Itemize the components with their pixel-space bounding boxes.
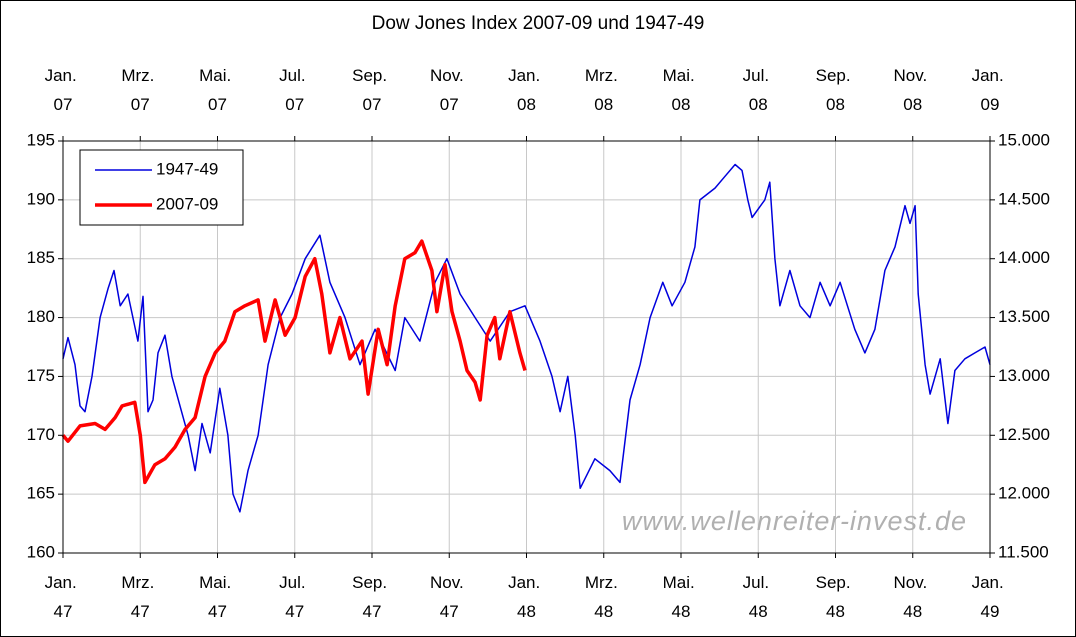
- x-tick-label: Jul. 47: [279, 573, 310, 621]
- x-tick-label: Jul. 48: [743, 573, 774, 621]
- x2-tick-label: Mrz. 08: [585, 66, 623, 114]
- y2-tick-label: 12.500: [998, 425, 1050, 444]
- x-tick-label: Mrz. 47: [121, 573, 159, 621]
- x2-tick-label: Jan. 08: [508, 66, 545, 114]
- y-tick-label: 165: [27, 484, 55, 503]
- watermark: www.wellenreiter-invest.de: [622, 506, 967, 536]
- x-tick-label: Sep. 48: [816, 573, 856, 621]
- x-tick-label: Sep. 47: [352, 573, 392, 621]
- y-tick-label: 195: [27, 130, 55, 149]
- y2-tick-label: 11.500: [998, 542, 1049, 561]
- y-tick-label: 190: [27, 189, 55, 208]
- plot-border: [62, 140, 991, 554]
- y-tick-label: 175: [27, 366, 55, 385]
- x2-tick-label: Nov. 07: [430, 66, 468, 114]
- y2-tick-label: 14.000: [998, 248, 1050, 267]
- x2-tick-label: Mai. 07: [199, 66, 236, 114]
- x2-tick-label: Nov. 08: [894, 66, 932, 114]
- legend-box: [79, 149, 244, 226]
- legend-label: 2007-09: [156, 194, 218, 213]
- x2-tick-label: Jul. 07: [279, 66, 310, 114]
- x2-tick-label: Sep. 08: [816, 66, 856, 114]
- y2-tick-label: 12.000: [998, 484, 1050, 503]
- y-tick-label: 185: [27, 248, 55, 267]
- x2-tick-label: Sep. 07: [352, 66, 392, 114]
- x2-tick-label: Jan. 07: [45, 66, 82, 114]
- x2-tick-label: Jul. 08: [743, 66, 774, 114]
- x-tick-label: Nov. 47: [430, 573, 468, 621]
- series-line: [62, 163, 991, 513]
- y2-tick-label: 15.000: [998, 130, 1050, 149]
- y2-tick-label: 13.000: [998, 366, 1050, 385]
- x2-tick-label: Mrz. 07: [121, 66, 159, 114]
- x-tick-label: Mai. 48: [663, 573, 700, 621]
- x-tick-label: Jan. 48: [508, 573, 545, 621]
- x2-tick-label: Mai. 08: [663, 66, 700, 114]
- series-line: [61, 239, 527, 485]
- x-tick-label: Mai. 47: [199, 573, 236, 621]
- y2-tick-label: 13.500: [998, 307, 1050, 326]
- y-tick-label: 170: [27, 425, 55, 444]
- x2-tick-label: Jan. 09: [972, 66, 1009, 114]
- x-tick-label: Jan. 47: [45, 573, 82, 621]
- chart-title: Dow Jones Index 2007-09 und 1947-49: [372, 13, 705, 34]
- y-tick-label: 180: [27, 307, 55, 326]
- legend-label: 1947-49: [156, 159, 218, 178]
- x-tick-label: Jan. 49: [972, 573, 1009, 621]
- y2-tick-label: 14.500: [998, 189, 1050, 208]
- x-tick-label: Mrz. 48: [585, 573, 623, 621]
- x-tick-label: Nov. 48: [894, 573, 932, 621]
- y-tick-label: 160: [27, 542, 55, 561]
